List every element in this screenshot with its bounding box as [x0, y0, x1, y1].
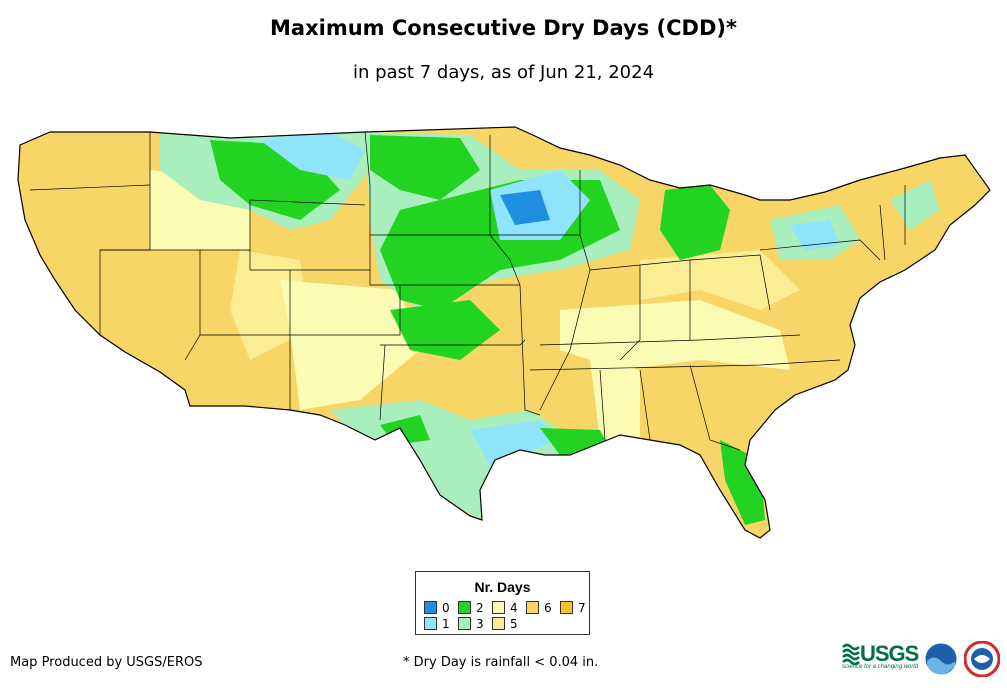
- legend-item-4: 4: [492, 601, 518, 615]
- legend-item-0: 0: [424, 601, 450, 615]
- legend-swatch-1: [424, 617, 437, 630]
- legend-label-7: 7: [578, 601, 586, 615]
- credit-text: Map Produced by USGS/EROS: [10, 655, 203, 670]
- legend-swatch-3: [458, 617, 471, 630]
- legend-swatch-5: [492, 617, 505, 630]
- legend-title: Nr. Days: [474, 579, 531, 595]
- agency-logos: USGS science for a changing world: [842, 640, 1004, 680]
- legend-swatch-2: [458, 601, 471, 614]
- usgs-logo: USGS science for a changing world: [842, 640, 919, 678]
- legend-item-7: 7: [560, 601, 586, 615]
- usgs-logo-text: USGS: [860, 641, 919, 666]
- legend-swatch-4: [492, 601, 505, 614]
- legend-item-6: 6: [526, 601, 552, 615]
- nws-logo-icon: [964, 641, 1000, 677]
- legend-item-3: 3: [458, 617, 484, 631]
- legend-label-6: 6: [544, 601, 552, 615]
- noaa-logo-icon: [924, 642, 958, 676]
- usgs-wave-icon: [842, 643, 860, 665]
- legend-label-0: 0: [442, 601, 450, 615]
- legend-label-5: 5: [510, 617, 518, 631]
- legend-label-4: 4: [510, 601, 518, 615]
- legend-label-3: 3: [476, 617, 484, 631]
- map-title: Maximum Consecutive Dry Days (CDD)*: [270, 16, 737, 40]
- legend-label-2: 2: [476, 601, 484, 615]
- legend-swatch-0: [424, 601, 437, 614]
- legend-label-1: 1: [442, 617, 450, 631]
- legend-swatch-7: [560, 601, 573, 614]
- us-dry-days-map: [17, 126, 991, 539]
- legend-swatch-6: [526, 601, 539, 614]
- map-subtitle: in past 7 days, as of Jun 21, 2024: [352, 62, 655, 83]
- legend-item-1: 1: [424, 617, 450, 631]
- usgs-tagline: science for a changing world: [842, 664, 919, 670]
- dry-day-note: * Dry Day is rainfall < 0.04 in.: [403, 655, 599, 670]
- legend-item-5: 5: [492, 617, 518, 631]
- legend-box: Nr. Days 0 1 2 3 4 5 6 7: [415, 571, 590, 635]
- legend-item-2: 2: [458, 601, 484, 615]
